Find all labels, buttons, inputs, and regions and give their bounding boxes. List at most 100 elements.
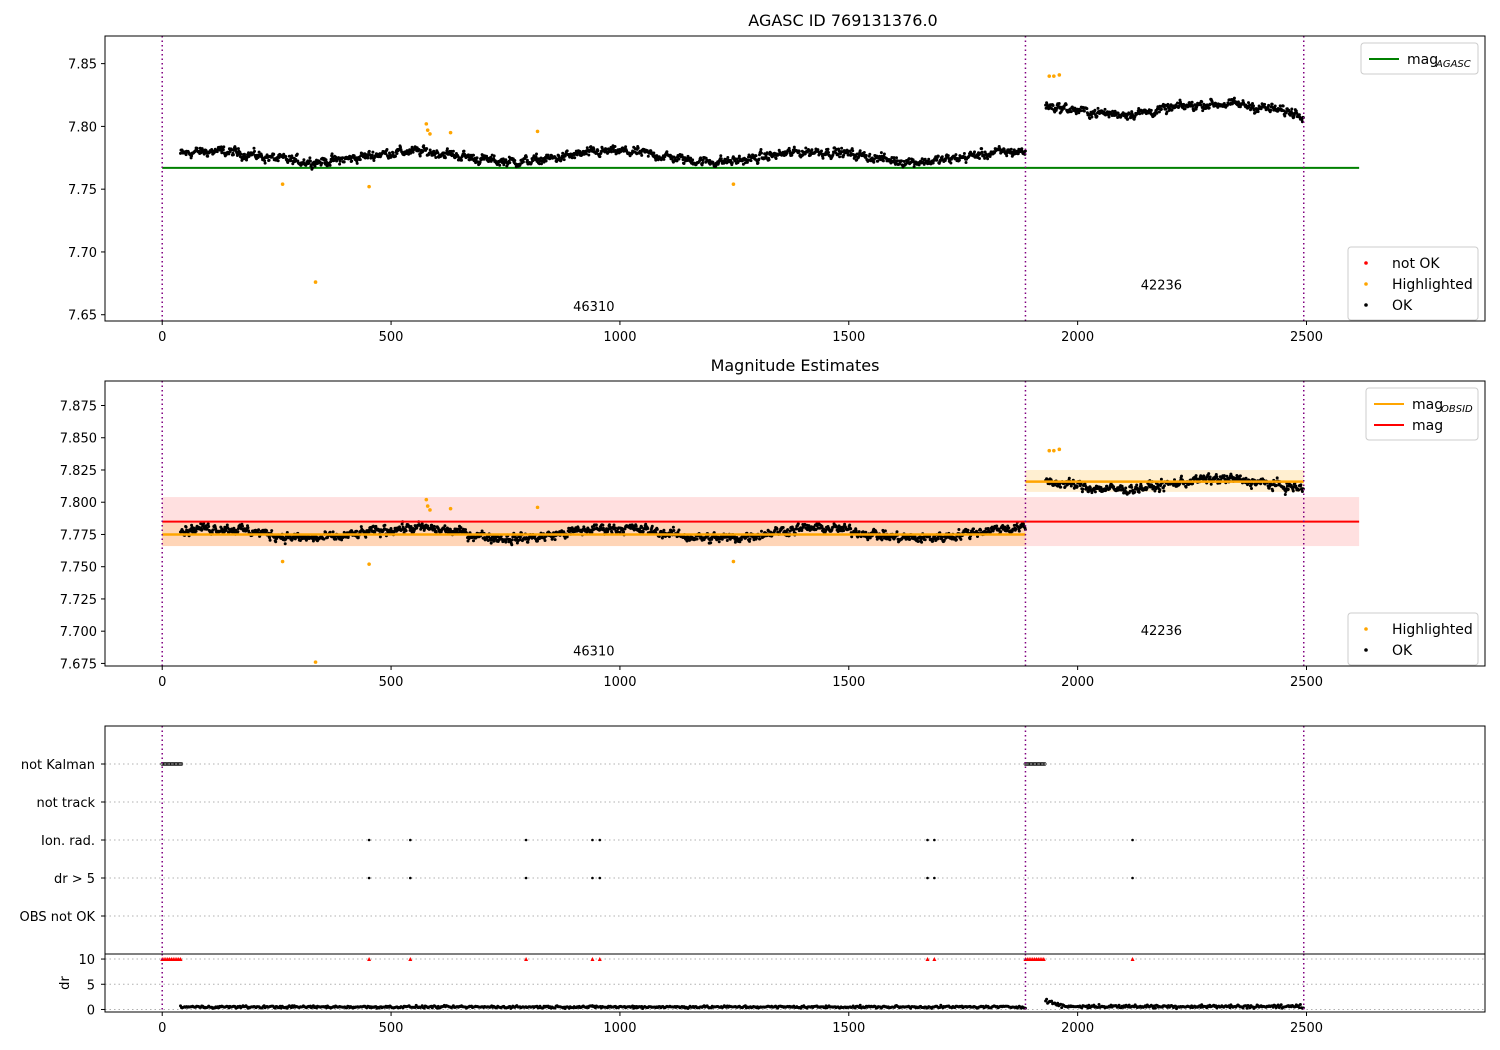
highlighted-point (1052, 448, 1056, 453)
legend-label: OK (1392, 643, 1413, 659)
legend-label: OK (1392, 298, 1413, 314)
ok-point (287, 154, 291, 158)
ok-point (754, 154, 758, 158)
ok-point (1135, 483, 1139, 487)
flag-marker (524, 876, 528, 880)
ok-point (231, 153, 235, 157)
ok-point (671, 525, 675, 529)
ok-point (691, 158, 695, 162)
ok-point (916, 540, 920, 543)
ok-point (184, 525, 188, 529)
ok-point (207, 525, 211, 528)
ok-point (330, 152, 334, 156)
ok-point (741, 162, 745, 166)
ok-point (546, 153, 550, 157)
ok-point (263, 161, 267, 165)
ok-point (757, 157, 761, 161)
ok-point (862, 151, 866, 154)
flag-marker (598, 876, 602, 880)
ok-point (592, 147, 596, 151)
ok-point (1153, 113, 1157, 117)
highlighted-point (424, 497, 429, 502)
ok-point (613, 145, 617, 148)
ok-point (936, 537, 940, 541)
ok-point (320, 161, 324, 165)
ok-point (978, 157, 981, 160)
ok-point (329, 160, 333, 164)
ok-point (356, 536, 360, 540)
flag-marker (524, 838, 528, 842)
ok-point (1297, 113, 1301, 117)
ok-point (1055, 107, 1059, 110)
ok-point (724, 158, 728, 161)
flag-marker (408, 876, 412, 880)
ok-point (308, 159, 312, 163)
ok-point (1232, 96, 1236, 100)
ok-point (748, 539, 751, 543)
ok-point (1079, 109, 1083, 113)
ok-point (957, 158, 961, 162)
x-tick-label: 500 (379, 330, 404, 345)
y-tick-label: 7.775 (60, 528, 97, 543)
ok-point (831, 153, 835, 157)
ok-point (983, 156, 987, 160)
highlighted-point (425, 128, 430, 132)
ok-point (636, 146, 640, 150)
highlighted-point (448, 506, 453, 511)
ok-point (428, 148, 432, 152)
ok-point (1286, 487, 1290, 491)
ok-point (767, 158, 771, 162)
ok-point (459, 526, 463, 530)
ok-point (372, 159, 376, 162)
legend-label-subscript: OBSID (1441, 404, 1473, 415)
ok-point (888, 538, 892, 542)
ok-point (399, 145, 402, 149)
ok-point (342, 160, 346, 164)
ok-point (840, 146, 844, 150)
flag-marker (598, 838, 602, 842)
ok-point (284, 155, 288, 158)
highlighted-point (280, 182, 285, 186)
x-tick-label: 2000 (1061, 330, 1094, 345)
y-tick-label: 7.700 (60, 625, 97, 640)
ok-point (184, 153, 188, 157)
obsid-label: 46310 (573, 300, 614, 315)
ok-point (355, 161, 359, 165)
ok-point (504, 158, 508, 162)
ok-point (923, 538, 927, 542)
x-tick-label: 0 (158, 330, 166, 345)
ok-point (662, 528, 666, 532)
ok-point (1007, 526, 1011, 530)
ok-point (1137, 490, 1141, 494)
ok-point (612, 523, 616, 527)
ok-point (923, 157, 927, 161)
y-tick-label: 7.850 (60, 432, 97, 447)
highlighted-point (1047, 448, 1052, 453)
ok-point (378, 535, 382, 539)
ok-point (210, 148, 214, 151)
ok-point (896, 159, 899, 163)
ok-point (1064, 103, 1068, 107)
flag-marker (591, 838, 594, 842)
x-tick-label: 2500 (1290, 330, 1323, 345)
ok-point (1256, 110, 1260, 114)
ok-point (759, 148, 763, 151)
chart-title: Magnitude Estimates (711, 356, 880, 375)
ok-point (677, 528, 681, 532)
ok-point (462, 149, 466, 153)
ok-point (1270, 102, 1274, 106)
ok-point (922, 162, 926, 166)
ok-point (1130, 485, 1134, 489)
ok-point (760, 151, 763, 155)
ok-point (677, 157, 681, 161)
y-tick-label: 7.65 (68, 309, 97, 324)
ok-point (565, 149, 569, 153)
flag-marker (1131, 838, 1134, 842)
ok-point (1267, 103, 1271, 107)
ok-point (719, 154, 723, 158)
ok-point (893, 158, 896, 162)
ok-point (1124, 486, 1128, 490)
ok-point (725, 539, 729, 542)
ok-point (954, 538, 958, 542)
ok-point (472, 153, 475, 157)
